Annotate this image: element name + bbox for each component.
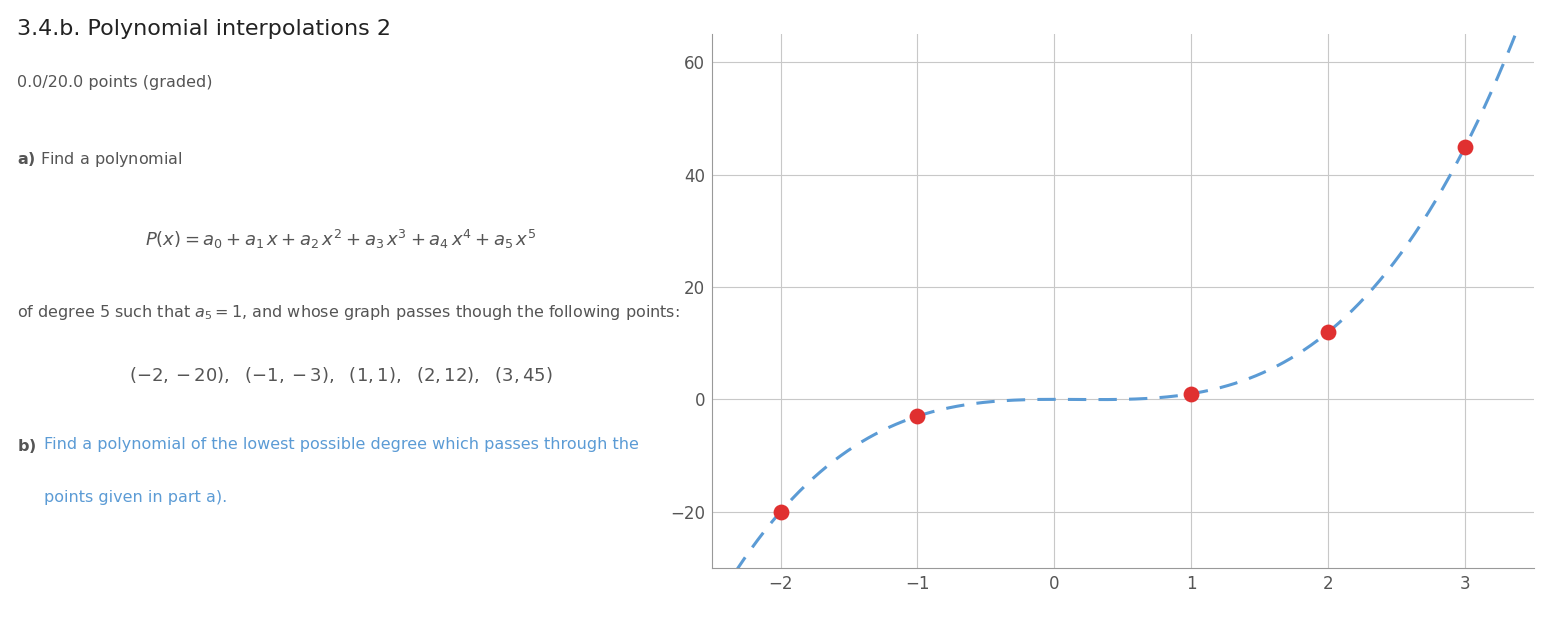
Text: $\mathbf{a)}$ Find a polynomial: $\mathbf{a)}$ Find a polynomial xyxy=(17,150,183,168)
Point xyxy=(905,411,930,421)
Point xyxy=(1452,142,1477,152)
Text: $(-2,-20),\ \ (-1,-3),\ \ (1,1),\ \ (2,12),\ \ (3,45)$: $(-2,-20),\ \ (-1,-3),\ \ (1,1),\ \ (2,1… xyxy=(128,365,552,385)
Text: Find a polynomial of the lowest possible degree which passes through the: Find a polynomial of the lowest possible… xyxy=(44,437,639,452)
Text: 3.4.b. Polynomial interpolations 2: 3.4.b. Polynomial interpolations 2 xyxy=(17,19,391,39)
Text: of degree 5 such that $a_5 = 1$, and whose graph passes though the following poi: of degree 5 such that $a_5 = 1$, and who… xyxy=(17,303,679,321)
Text: $P\left(x\right) = a_0 + a_1\,x + a_2\,x^2 + a_3\,x^3 + a_4\,x^4 + a_5\,x^5$: $P\left(x\right) = a_0 + a_1\,x + a_2\,x… xyxy=(146,228,535,251)
Point xyxy=(1316,327,1341,337)
Point xyxy=(768,507,793,517)
Point xyxy=(1178,389,1203,399)
Text: $\mathbf{b)}$: $\mathbf{b)}$ xyxy=(17,437,36,455)
Text: 0.0/20.0 points (graded): 0.0/20.0 points (graded) xyxy=(17,75,213,90)
Text: points given in part a).: points given in part a). xyxy=(44,490,227,505)
